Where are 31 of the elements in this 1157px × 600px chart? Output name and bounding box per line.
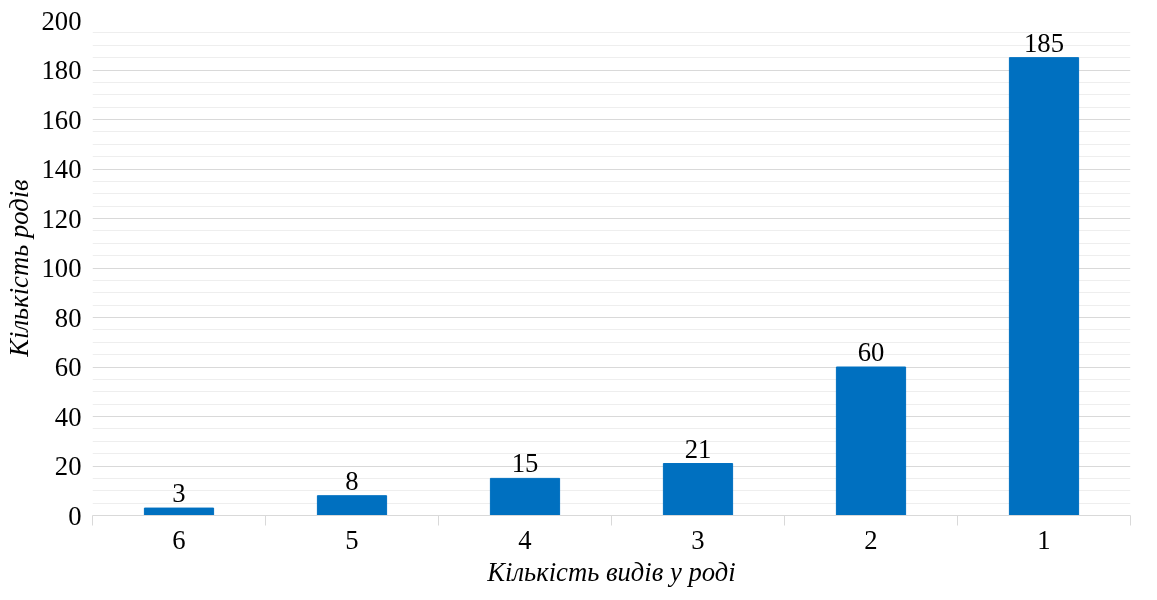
y-tick-label: 140 [41,154,82,184]
bar [489,477,561,516]
x-tick-label: 1 [1037,524,1051,555]
y-tick-label: 120 [41,203,82,234]
data-label: 60 [857,337,885,367]
y-tick-label: 160 [41,104,82,135]
x-tick-label: 5 [345,524,359,555]
bar [143,507,215,516]
x-tick-label: 3 [691,524,705,555]
bar [316,495,388,516]
y-tick-label: 40 [54,401,82,432]
x-tick-label: 4 [518,524,532,555]
y-tick-label: 0 [68,500,82,531]
bar [1008,57,1080,516]
y-tick-label: 20 [54,451,82,481]
x-tick-label: 2 [864,524,878,555]
x-tick-label: 6 [172,524,186,555]
y-tick-label: 100 [41,253,82,283]
data-label: 21 [684,433,712,464]
x-axis-title: Кількість видів у роді [486,556,736,587]
data-label: 8 [345,465,359,496]
y-tick-label: 80 [54,302,82,333]
data-label: 15 [511,448,539,479]
y-axis-title: Кількість родів [3,178,34,358]
y-tick-label: 180 [41,55,82,85]
y-tick-label: 200 [41,5,82,36]
data-label: 3 [172,478,186,509]
y-tick-label: 60 [54,352,82,382]
bar [835,366,907,516]
bar [662,463,734,516]
data-label: 185 [1024,27,1064,58]
